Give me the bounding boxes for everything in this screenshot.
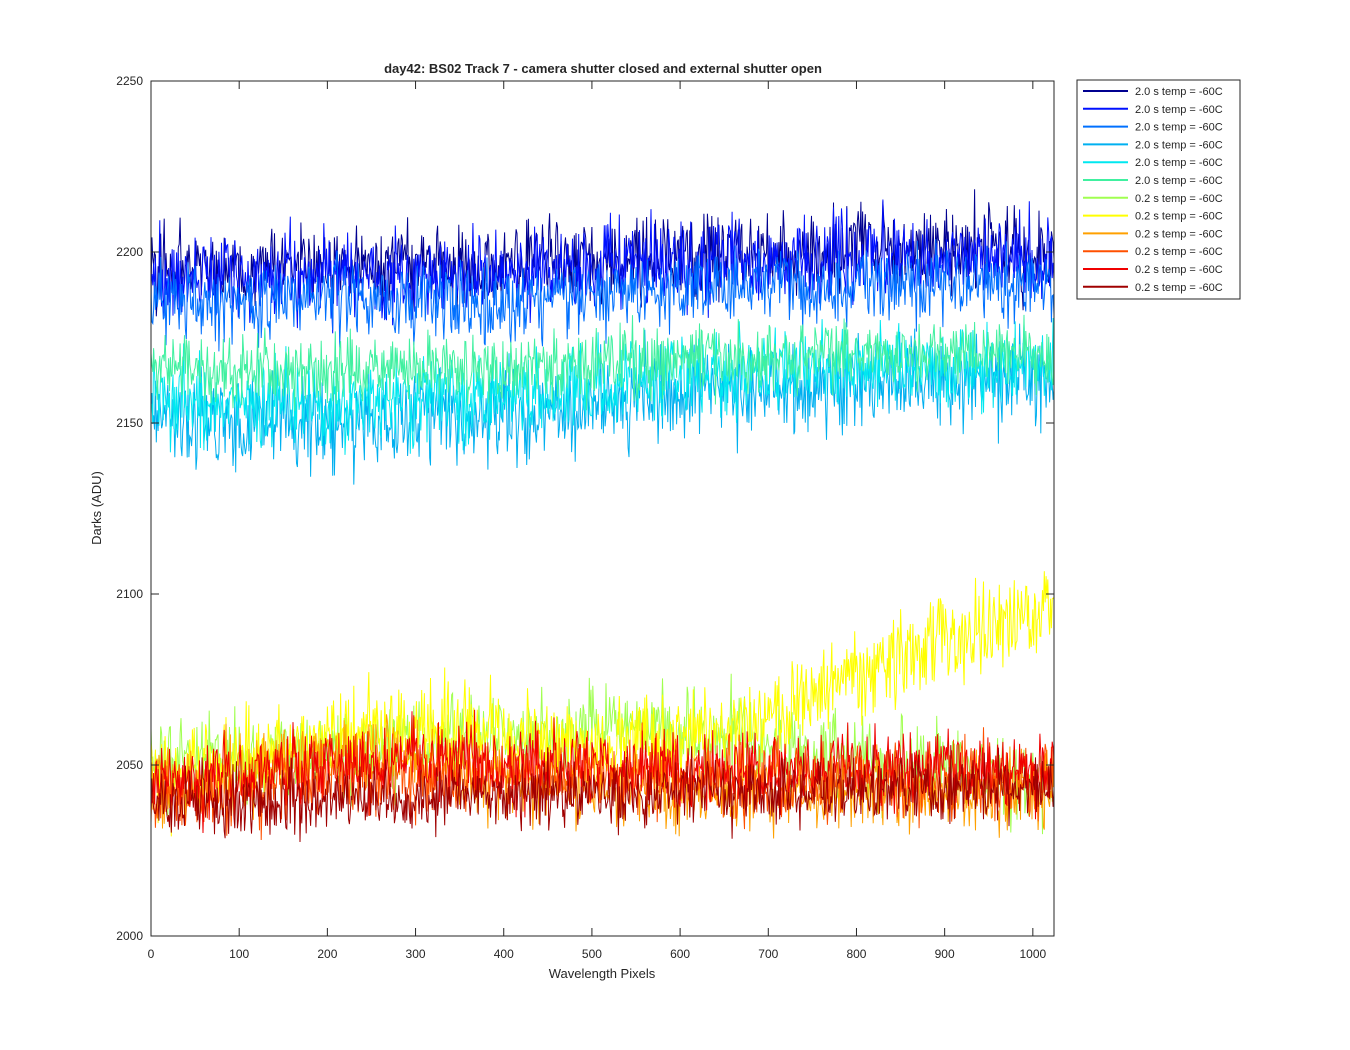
legend[interactable]: 2.0 s temp = -60C 2.0 s temp = -60C 2.0 s … bbox=[1076, 79, 1241, 300]
legend-label: 0.2 s temp = -60C bbox=[1135, 193, 1223, 205]
series-line-6 bbox=[150, 314, 1055, 411]
legend-item-12[interactable]: 0.2 s temp = -60C bbox=[1083, 282, 1223, 294]
legend-item-10[interactable]: 0.2 s temp = -60C bbox=[1083, 246, 1223, 258]
legend-label: 0.2 s temp = -60C bbox=[1135, 282, 1223, 294]
series-line-5 bbox=[150, 317, 1055, 455]
legend-item-5[interactable]: 2.0 s temp = -60C bbox=[1083, 157, 1223, 169]
legend-box bbox=[1076, 79, 1241, 300]
x-tick-label: 1000 bbox=[1019, 947, 1046, 961]
legend-label: 0.2 s temp = -60C bbox=[1135, 246, 1223, 258]
series-lines bbox=[150, 189, 1055, 843]
legend-item-1[interactable]: 2.0 s temp = -60C bbox=[1083, 86, 1223, 98]
y-tick-label: 2150 bbox=[116, 416, 143, 430]
legend-item-4[interactable]: 2.0 s temp = -60C bbox=[1083, 139, 1223, 151]
legend-label: 0.2 s temp = -60C bbox=[1135, 211, 1223, 223]
y-tick-label: 2200 bbox=[116, 245, 143, 259]
legend-item-7[interactable]: 0.2 s temp = -60C bbox=[1083, 193, 1223, 205]
legend-label: 2.0 s temp = -60C bbox=[1135, 139, 1223, 151]
plot-frame bbox=[150, 80, 1055, 937]
y-tick-label: 2100 bbox=[116, 587, 143, 601]
legend-label: 2.0 s temp = -60C bbox=[1135, 86, 1223, 98]
series-line-11 bbox=[150, 709, 1055, 834]
y-tick-label: 2000 bbox=[116, 929, 143, 943]
legend-entries: 2.0 s temp = -60C 2.0 s temp = -60C 2.0 s … bbox=[1083, 86, 1223, 294]
legend-label: 2.0 s temp = -60C bbox=[1135, 175, 1223, 187]
legend-item-2[interactable]: 2.0 s temp = -60C bbox=[1083, 104, 1223, 116]
legend-item-6[interactable]: 2.0 s temp = -60C bbox=[1083, 175, 1223, 187]
legend-item-11[interactable]: 0.2 s temp = -60C bbox=[1083, 264, 1223, 276]
series-line-3 bbox=[150, 239, 1055, 352]
x-tick-label: 700 bbox=[758, 947, 778, 961]
legend-label: 0.2 s temp = -60C bbox=[1135, 264, 1223, 276]
legend-item-3[interactable]: 2.0 s temp = -60C bbox=[1083, 122, 1223, 134]
x-tick-label: 100 bbox=[229, 947, 249, 961]
y-tick-label: 2050 bbox=[116, 758, 143, 772]
legend-label: 2.0 s temp = -60C bbox=[1135, 122, 1223, 134]
y-axis-label: Darks (ADU) bbox=[89, 471, 104, 545]
x-tick-label: 900 bbox=[935, 947, 955, 961]
x-tick-label: 300 bbox=[406, 947, 426, 961]
legend-item-9[interactable]: 0.2 s temp = -60C bbox=[1083, 228, 1223, 240]
chart-title: day42: BS02 Track 7 - camera shutter clo… bbox=[384, 61, 822, 76]
y-tick-label: 2250 bbox=[116, 74, 143, 88]
legend-label: 2.0 s temp = -60C bbox=[1135, 104, 1223, 116]
x-tick-label: 200 bbox=[317, 947, 337, 961]
x-axis-label: Wavelength Pixels bbox=[549, 966, 656, 981]
x-tick-label: 400 bbox=[494, 947, 514, 961]
series-line-4 bbox=[150, 323, 1055, 485]
series-line-8 bbox=[150, 571, 1055, 837]
series-line-12 bbox=[150, 744, 1055, 843]
legend-label: 2.0 s temp = -60C bbox=[1135, 157, 1223, 169]
y-axis-ticks: 2000 2050 2100 2150 2200 2250 bbox=[116, 74, 1054, 943]
x-axis-ticks: 0 100 200 300 400 500 600 700 800 900 1000 bbox=[148, 81, 1047, 961]
x-tick-label: 600 bbox=[670, 947, 690, 961]
legend-item-8[interactable]: 0.2 s temp = -60C bbox=[1083, 211, 1223, 223]
legend-label: 0.2 s temp = -60C bbox=[1135, 228, 1223, 240]
x-tick-label: 0 bbox=[148, 947, 155, 961]
x-tick-label: 500 bbox=[582, 947, 602, 961]
x-tick-label: 800 bbox=[846, 947, 866, 961]
